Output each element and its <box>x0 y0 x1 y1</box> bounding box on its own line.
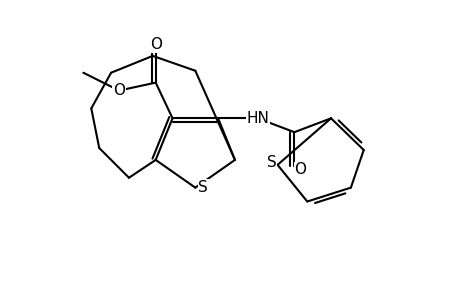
Text: O: O <box>113 83 125 98</box>
Text: S: S <box>198 180 207 195</box>
Text: S: S <box>266 155 276 170</box>
Text: HN: HN <box>246 111 269 126</box>
Text: O: O <box>294 162 306 177</box>
Text: O: O <box>149 38 162 52</box>
